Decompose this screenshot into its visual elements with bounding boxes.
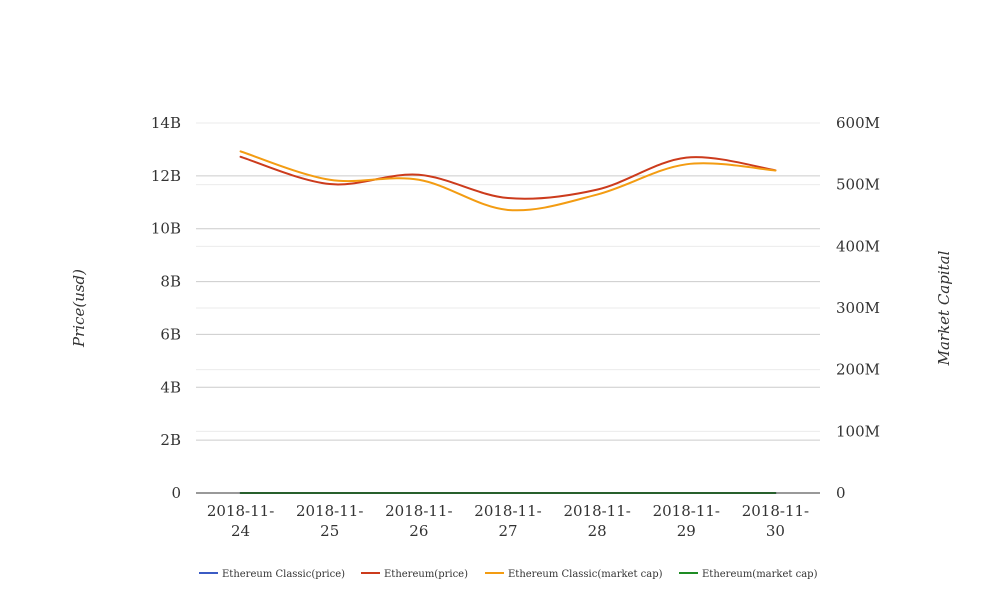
right-y-axis: 0 100M 200M 300M 400M 500M 600M	[836, 114, 880, 502]
right-axis-title: Market Capital	[935, 250, 953, 366]
right-tick-label: 400M	[836, 237, 880, 255]
right-tick-label: 300M	[836, 299, 880, 317]
legend-label: Ethereum(price)	[384, 569, 468, 580]
left-tick-label: 12B	[151, 167, 181, 185]
legend: Ethereum Classic(price) Ethereum(price) Et…	[199, 569, 818, 580]
left-tick-label: 10B	[151, 220, 181, 238]
x-tick-label: 2018-11-26	[385, 502, 452, 540]
left-tick-label: 4B	[160, 378, 181, 396]
x-tick-label: 2018-11-29	[653, 502, 720, 540]
x-tick-label: 2018-11-28	[563, 502, 630, 540]
series-lines	[239, 150, 777, 495]
gridlines	[196, 122, 820, 441]
x-tick-label: 2018-11-27	[474, 502, 541, 540]
left-tick-label: 6B	[160, 325, 181, 343]
legend-label: Ethereum Classic(price)	[222, 569, 345, 580]
right-tick-label: 0	[836, 484, 846, 502]
x-tick-label: 2018-11-25	[296, 502, 363, 540]
left-axis-title: Price(usd)	[70, 269, 88, 348]
left-y-axis: 0 2B 4B 6B 8B 10B 12B 14B	[151, 114, 181, 502]
right-tick-label: 200M	[836, 361, 880, 379]
series-line-ethereum-price	[239, 155, 777, 200]
right-tick-label: 500M	[836, 176, 880, 194]
left-tick-label: 0	[171, 484, 181, 502]
x-tick-label: 2018-11-24	[207, 502, 274, 540]
right-tick-label: 100M	[836, 422, 880, 440]
legend-label: Ethereum Classic(market cap)	[508, 569, 663, 580]
right-tick-label: 600M	[836, 114, 880, 132]
x-tick-label: 2018-11-30	[742, 502, 809, 540]
series-line-ethereum-classic-market-cap	[239, 150, 777, 212]
left-tick-label: 2B	[160, 431, 181, 449]
legend-label: Ethereum(market cap)	[702, 569, 818, 580]
left-tick-label: 8B	[160, 273, 181, 291]
left-tick-label: 14B	[151, 114, 181, 132]
x-axis: 2018-11-24 2018-11-25 2018-11-26 2018-11-27…	[207, 502, 809, 540]
